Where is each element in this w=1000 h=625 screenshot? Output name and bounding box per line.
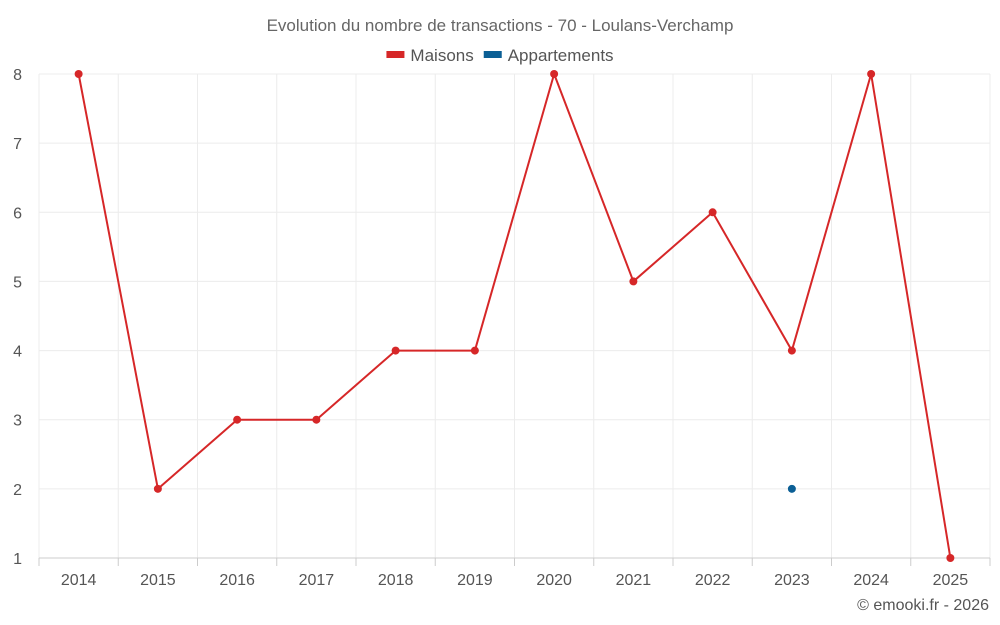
data-point: [153, 484, 162, 493]
legend-swatch: [386, 51, 405, 58]
data-point: [629, 277, 638, 286]
data-point: [550, 70, 559, 78]
legend-label: Appartements: [508, 46, 614, 65]
data-point: [470, 346, 479, 355]
data-point: [233, 415, 242, 424]
x-tick-label: 2016: [219, 572, 255, 589]
y-tick-label: 2: [13, 482, 22, 499]
series-layer: [74, 70, 955, 562]
y-tick-label: 5: [13, 274, 22, 291]
data-point: [787, 484, 796, 493]
x-tick-label: 2023: [774, 572, 810, 589]
y-tick-label: 6: [13, 205, 22, 222]
y-tick-label: 1: [13, 551, 22, 568]
x-tick-label: 2014: [61, 572, 97, 589]
x-tick-label: 2025: [933, 572, 969, 589]
y-tick-label: 7: [13, 136, 22, 153]
data-point: [74, 70, 83, 78]
legend: Maisons Appartements: [386, 46, 614, 65]
x-tick-label: 2020: [536, 572, 572, 589]
x-tick-label: 2022: [695, 572, 731, 589]
x-tick-label: 2017: [299, 572, 335, 589]
x-tick-label: 2015: [140, 572, 176, 589]
data-point: [312, 415, 321, 424]
data-point: [787, 346, 796, 355]
y-tick-label: 8: [13, 67, 22, 84]
axes: 1 2 3 4 5 6 7 8 2014 2015 2016 2017 2018 2019 2020 2021…: [13, 67, 991, 589]
x-tick-label: 2018: [378, 572, 414, 589]
data-point: [867, 70, 876, 78]
x-tick-label: 2019: [457, 572, 493, 589]
y-tick-label: 3: [13, 413, 22, 430]
data-point: [946, 554, 955, 562]
legend-swatch: [483, 51, 502, 58]
chart-title: Evolution du nombre de transactions - 70…: [267, 16, 734, 35]
y-tick-label: 4: [13, 344, 22, 361]
x-tick-label: 2021: [616, 572, 652, 589]
x-tick-label: 2024: [853, 572, 889, 589]
legend-label: Maisons: [410, 46, 473, 65]
grid: [38, 73, 991, 558]
series-line: [77, 73, 952, 559]
credit-text: © emooki.fr - 2026: [857, 597, 989, 614]
data-point: [391, 346, 400, 355]
data-point: [708, 208, 717, 217]
